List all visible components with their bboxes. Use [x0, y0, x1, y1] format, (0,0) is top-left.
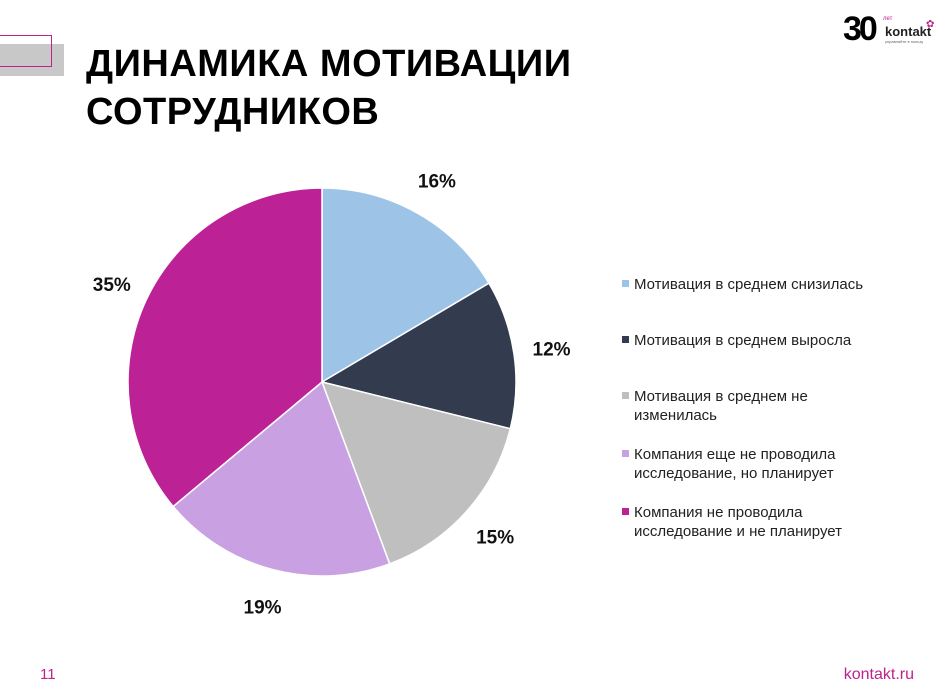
logo-brand: kontakt	[885, 24, 932, 39]
legend-label-1: Мотивация в среднем снизилась	[634, 276, 864, 293]
legend-item-5: Компания не проводила исследование и не п…	[622, 503, 884, 541]
logo-number: 30	[843, 10, 878, 48]
legend-item-3: Мотивация в среднем не изменилась	[622, 387, 884, 425]
page-number: 11	[40, 666, 56, 683]
logo-flower-icon: ✿	[926, 19, 935, 30]
accent-bar	[0, 44, 64, 76]
legend-item-2: Мотивация в среднем выросла	[622, 331, 884, 350]
pie-slice-4	[172, 380, 391, 577]
pie-data-label-5: 35%	[93, 275, 131, 296]
slide-title-line-1: ДИНАМИКА МОТИВАЦИИ	[86, 43, 572, 85]
logo-tagline: управляйте в пользу	[885, 39, 924, 44]
slide-title-line-2: СОТРУДНИКОВ	[86, 91, 380, 133]
pie-slice-5	[127, 187, 323, 508]
legend-label-2: Мотивация в среднем выросла	[634, 332, 852, 349]
legend-swatch-3	[622, 392, 629, 399]
pie-data-label-3: 15%	[476, 527, 514, 548]
legend-swatch-4	[622, 450, 629, 457]
slide-title: ДИНАМИКА МОТИВАЦИИ СОТРУДНИКОВ	[86, 40, 726, 136]
legend-item-4: Компания еще не проводила исследование, н…	[622, 445, 884, 483]
pie-slice-2	[320, 282, 517, 430]
logo-years: лет	[883, 16, 893, 22]
legend-label-3: Мотивация в среднем не изменилась	[634, 388, 808, 424]
legend-item-1: Мотивация в среднем снизилась	[622, 275, 884, 294]
company-logo: 30 лет kontakt управляйте в пользу ✿	[843, 12, 938, 48]
pie-slice-1	[321, 187, 490, 384]
accent-frame	[0, 35, 52, 67]
pie-data-label-2: 12%	[533, 339, 571, 360]
legend-swatch-1	[622, 280, 629, 287]
pie-data-label-1: 16%	[418, 171, 456, 192]
pie-slice-3	[320, 380, 512, 565]
legend-label-5: Компания не проводила исследование и не п…	[634, 504, 842, 540]
legend-swatch-2	[622, 336, 629, 343]
pie-data-label-4: 19%	[244, 597, 282, 618]
legend-swatch-5	[622, 508, 629, 515]
site-link[interactable]: kontakt.ru	[843, 666, 914, 683]
legend-label-4: Компания еще не проводила исследование, н…	[634, 446, 836, 482]
